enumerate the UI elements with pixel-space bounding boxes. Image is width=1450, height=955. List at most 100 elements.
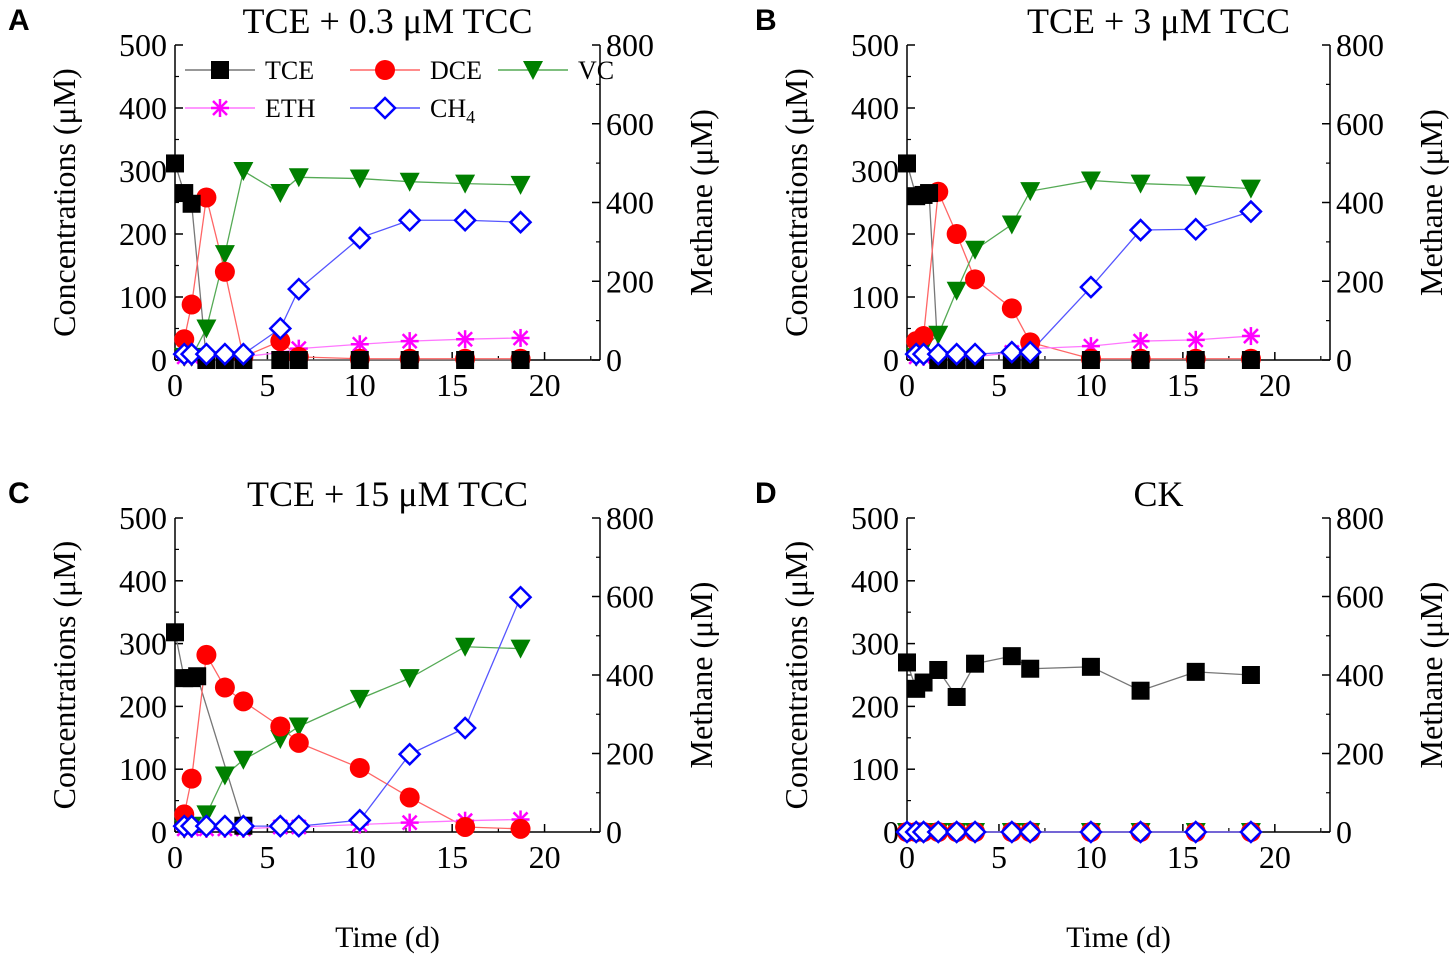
x-tick-label: 10 — [344, 839, 376, 875]
point-VC — [510, 175, 531, 195]
point-TCE — [1241, 351, 1260, 369]
point-DCE — [965, 269, 986, 290]
y2-axis-label: Methane (μM) — [1413, 109, 1449, 296]
point-TCE — [511, 351, 530, 369]
point-DCE — [196, 644, 217, 665]
series-markers-VC — [906, 171, 1261, 367]
chart-title: TCE + 3 μM TCC — [1027, 1, 1290, 41]
series-line-TCE — [906, 163, 1251, 361]
point-CH4 — [1239, 820, 1263, 844]
point-VC — [270, 184, 291, 204]
point-TCE — [350, 351, 369, 369]
point-VC — [946, 281, 967, 301]
point-CH4 — [963, 820, 987, 844]
y-axis-label: Concentrations (μM) — [46, 68, 82, 337]
point-VC — [399, 669, 420, 689]
y-axis-label: Concentrations (μM) — [778, 541, 814, 810]
point-TCE — [166, 154, 184, 173]
y2-tick-label: 600 — [606, 579, 654, 615]
series-line-VC — [183, 646, 521, 830]
series-markers-DCE — [174, 187, 531, 369]
legend-label: CH4 — [430, 94, 475, 127]
x-tick-label: 5 — [991, 839, 1007, 875]
point-DCE — [455, 816, 476, 837]
series-markers-VC — [174, 637, 531, 839]
point-DCE — [349, 757, 370, 778]
point-DCE — [181, 294, 202, 315]
series-line-DCE — [183, 652, 521, 830]
point-CH4 — [1183, 820, 1208, 844]
point-CH4 — [1018, 820, 1042, 844]
point-CH4 — [926, 342, 951, 366]
point-TCE — [182, 194, 201, 213]
x-tick-label: 20 — [1259, 839, 1291, 875]
point-CH4 — [1018, 340, 1042, 364]
point-DCE — [174, 329, 195, 350]
y2-tick-label: 0 — [606, 342, 622, 378]
legend-item-TCE: TCE — [185, 56, 314, 85]
point-TCE — [1131, 351, 1150, 369]
y-tick-label: 300 — [119, 153, 167, 189]
x-tick-label: 0 — [167, 367, 183, 403]
point-DCE — [233, 691, 254, 712]
series-line-VC — [184, 169, 521, 358]
panel-letter: B — [755, 4, 777, 37]
point-VC — [965, 240, 986, 260]
point-CH4 — [508, 210, 533, 234]
x-tick-label: 15 — [1167, 367, 1199, 403]
point-VC — [1080, 171, 1101, 191]
series-markers-CH4 — [172, 208, 533, 366]
point-CH4 — [453, 716, 477, 740]
y2-tick-label: 600 — [606, 106, 654, 142]
point-TCE — [1241, 666, 1260, 684]
y-tick-label: 400 — [851, 90, 899, 126]
x-tick-label: 5 — [991, 367, 1007, 403]
point-CH4 — [1183, 217, 1208, 242]
point-ETH — [1186, 330, 1205, 349]
point-CH4 — [287, 814, 311, 838]
legend-item-CH4: CH4 — [350, 94, 475, 127]
point-CH4 — [213, 342, 237, 366]
panel-letter: C — [8, 477, 30, 510]
panel-D: D0 5 10 15 2001002003004005000200400600800Co… — [755, 474, 1449, 954]
point-TCE — [947, 687, 966, 706]
point-TCE — [898, 154, 916, 173]
series-markers-CH4 — [904, 199, 1263, 366]
panel-C: C0 5 10 15 2001002003004005000200400600800Co… — [8, 474, 719, 954]
point-DCE — [270, 331, 291, 352]
x-tick-label: 20 — [529, 367, 561, 403]
series-markers-DCE — [906, 181, 1261, 369]
point-DCE — [288, 732, 309, 753]
point-CH4 — [397, 742, 422, 767]
point-VC — [1185, 176, 1206, 196]
point-CH4 — [348, 226, 372, 250]
panel-B: B0 5 10 15 2001002003004005000200400600800Co… — [755, 1, 1449, 403]
y2-tick-label: 200 — [606, 263, 654, 299]
series-markers-DCE — [174, 644, 531, 839]
y2-tick-label: 200 — [606, 736, 654, 772]
y-tick-label: 500 — [119, 500, 167, 536]
point-ETH — [456, 330, 475, 349]
point-VC — [399, 172, 420, 192]
y2-tick-label: 0 — [1336, 342, 1352, 378]
point-TCE — [1186, 662, 1205, 681]
y-tick-label: 0 — [883, 814, 899, 850]
x-tick-label: 20 — [529, 839, 561, 875]
point-CH4 — [213, 814, 237, 838]
legend-marker-TCE — [211, 61, 229, 79]
y2-tick-label: 400 — [1336, 657, 1384, 693]
legend-marker-ETH — [211, 99, 229, 117]
point-CH4 — [453, 208, 477, 232]
point-VC — [214, 245, 235, 265]
point-TCE — [898, 653, 916, 672]
y-tick-label: 100 — [119, 279, 167, 315]
point-VC — [455, 174, 476, 194]
y-tick-label: 0 — [151, 342, 167, 378]
y2-tick-label: 400 — [1336, 185, 1384, 221]
y-tick-label: 0 — [151, 814, 167, 850]
series-VC — [183, 646, 521, 830]
legend-label: ETH — [265, 94, 316, 123]
point-VC — [455, 637, 476, 657]
y-tick-label: 400 — [851, 563, 899, 599]
